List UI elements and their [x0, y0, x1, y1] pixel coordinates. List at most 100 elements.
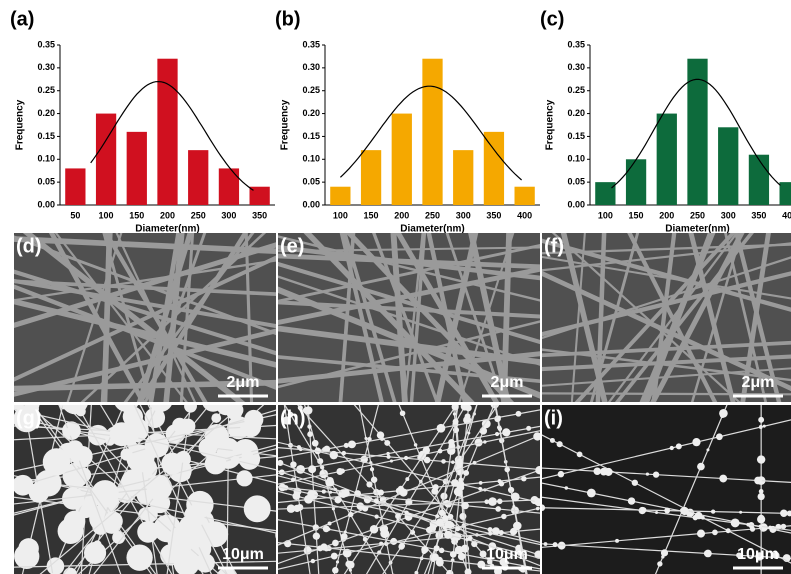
bead [628, 497, 635, 504]
panel-label: (a) [10, 8, 34, 30]
bead [731, 518, 740, 527]
bead [307, 490, 314, 497]
scale-bar-label: 2μm [742, 374, 775, 391]
bead [758, 493, 765, 500]
bead [670, 446, 674, 450]
bead [342, 451, 346, 455]
sem-image: (h)10μm [264, 392, 550, 574]
bead [370, 467, 374, 471]
bead [307, 432, 312, 437]
bead [781, 524, 786, 529]
bead [504, 467, 510, 473]
bead [462, 502, 469, 509]
bead [577, 452, 583, 458]
bead [758, 417, 764, 423]
bead [180, 419, 195, 434]
y-tick-label: 0.00 [567, 199, 585, 209]
bead [536, 507, 540, 511]
bead [526, 426, 531, 431]
scale-bar-label: 10μm [486, 546, 528, 563]
bar [626, 159, 646, 205]
bar [65, 168, 85, 205]
bead [533, 432, 541, 440]
bead [137, 521, 159, 543]
y-tick-label: 0.10 [567, 154, 585, 164]
bead [461, 402, 469, 410]
bead [43, 448, 70, 475]
bead [445, 521, 453, 529]
bead [457, 481, 464, 488]
bead [587, 489, 596, 498]
x-tick-label: 300 [721, 210, 736, 220]
bead [65, 428, 73, 436]
bead [557, 441, 563, 447]
bead [499, 481, 504, 486]
bar [422, 59, 442, 205]
x-tick-label: 200 [160, 210, 175, 220]
y-tick-label: 0.25 [567, 85, 585, 95]
bead [553, 542, 558, 547]
bead [320, 543, 327, 550]
bead [468, 536, 473, 541]
bead [313, 533, 320, 540]
y-tick-label: 0.20 [37, 108, 55, 118]
bead [378, 490, 384, 496]
bead [706, 448, 709, 451]
bead [488, 531, 492, 535]
bead [304, 406, 312, 414]
x-tick-label: 300 [221, 210, 236, 220]
bead [502, 428, 510, 436]
bead [423, 447, 430, 454]
bead [308, 465, 316, 473]
bead [400, 410, 406, 416]
bead [456, 459, 463, 466]
bead [463, 470, 469, 476]
bead [69, 445, 85, 461]
y-tick-label: 0.10 [302, 154, 320, 164]
bead [325, 478, 334, 487]
bar [484, 132, 504, 205]
bead [64, 511, 86, 533]
bead [439, 509, 446, 516]
sem-image: (e)2μm [268, 223, 550, 412]
bead [448, 514, 453, 519]
bead [720, 413, 725, 418]
bead [76, 406, 86, 416]
bar [127, 132, 147, 205]
bead [242, 450, 254, 462]
bead [780, 509, 788, 517]
y-tick-label: 0.25 [302, 85, 320, 95]
bead [244, 410, 263, 429]
bead [480, 427, 487, 434]
bead [405, 513, 413, 521]
bead [495, 506, 501, 512]
bead [329, 491, 332, 494]
x-axis-label: Diameter(nm) [665, 224, 729, 235]
y-axis-label: Frequency [280, 99, 291, 150]
bead [126, 545, 152, 571]
x-axis-label: Diameter(nm) [400, 224, 464, 235]
x-tick-label: 400 [782, 210, 791, 220]
bead [404, 456, 408, 460]
bead [497, 499, 503, 505]
bead [322, 490, 326, 494]
bead [211, 413, 221, 423]
bead [473, 461, 477, 465]
bead [374, 498, 379, 503]
scale-bar-label: 2μm [491, 374, 524, 391]
bead [434, 545, 440, 551]
bar [749, 155, 769, 205]
bead [439, 548, 444, 553]
bead [344, 443, 349, 448]
bead [565, 486, 568, 489]
bead [716, 433, 723, 440]
bead [375, 514, 379, 518]
bead [680, 507, 688, 515]
bead [646, 473, 649, 476]
bead [386, 455, 390, 459]
bead [398, 486, 404, 492]
panel-label: (c) [540, 8, 564, 30]
bead [661, 555, 664, 558]
bead [380, 529, 389, 538]
x-tick-label: 350 [252, 210, 267, 220]
